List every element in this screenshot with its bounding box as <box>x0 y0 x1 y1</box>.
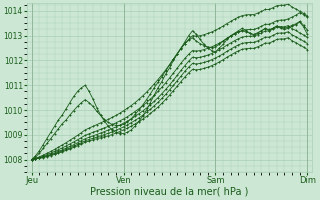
X-axis label: Pression niveau de la mer( hPa ): Pression niveau de la mer( hPa ) <box>90 187 249 197</box>
